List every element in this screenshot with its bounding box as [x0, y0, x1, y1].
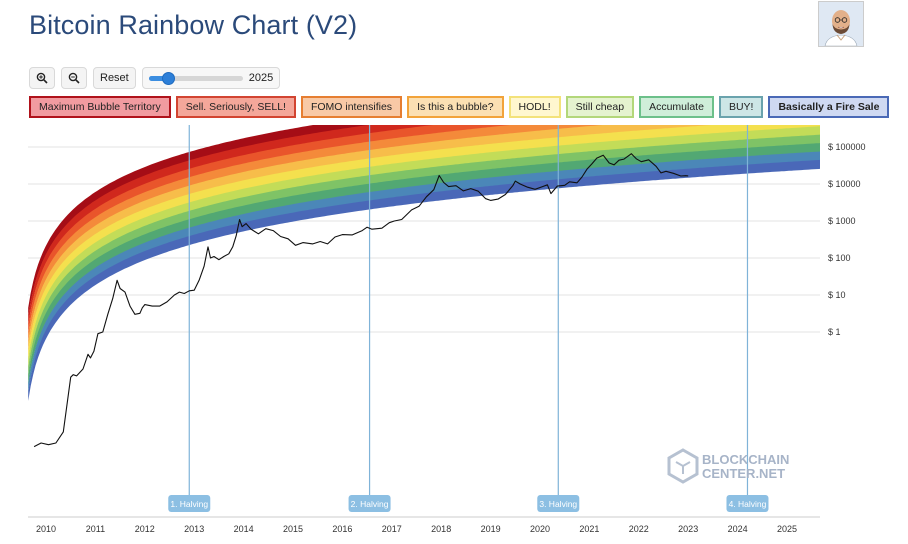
y-tick-label: $ 1000 — [828, 216, 856, 226]
x-tick-label: 2020 — [530, 524, 550, 534]
x-tick-label: 2019 — [481, 524, 501, 534]
x-tick-label: 2013 — [184, 524, 204, 534]
page-title: Bitcoin Rainbow Chart (V2) — [29, 10, 358, 40]
x-tick-label: 2024 — [728, 524, 748, 534]
legend-item[interactable]: Is this a bubble? — [407, 96, 504, 118]
x-tick-label: 2022 — [629, 524, 649, 534]
price-line — [33, 153, 689, 448]
chart-controls: Reset 2025 — [29, 66, 281, 90]
halving-label: 3. Halving — [539, 499, 577, 509]
zoom-out-icon — [68, 72, 80, 84]
zoom-out-button[interactable] — [61, 67, 87, 89]
legend-item[interactable]: Sell. Seriously, SELL! — [175, 96, 296, 118]
zoom-in-icon — [36, 72, 48, 84]
x-tick-label: 2021 — [579, 524, 599, 534]
legend-item[interactable]: Still cheap — [565, 96, 635, 118]
x-tick-label: 2016 — [332, 524, 352, 534]
legend-item[interactable]: Basically a Fire Sale — [768, 96, 890, 118]
year-slider[interactable]: 2025 — [141, 67, 281, 89]
reset-button[interactable]: Reset — [93, 67, 136, 89]
rainbow-bands — [28, 125, 820, 401]
halving-label: 4. Halving — [729, 499, 767, 509]
y-tick-label: $ 10 — [828, 290, 846, 300]
x-tick-label: 2010 — [36, 524, 56, 534]
avatar[interactable] — [818, 1, 864, 47]
legend-item[interactable]: HODL! — [508, 96, 561, 118]
x-tick-label: 2025 — [777, 524, 797, 534]
halving-badge[interactable] — [168, 495, 211, 512]
legend-item[interactable]: Accumulate — [639, 96, 714, 118]
x-tick-label: 2017 — [382, 524, 402, 534]
y-tick-label: $ 100 — [828, 253, 851, 263]
watermark-text: BLOCKCHAIN — [702, 452, 789, 467]
watermark-text: CENTER.NET — [702, 466, 785, 481]
year-slider-handle[interactable] — [161, 71, 175, 85]
year-slider-fill — [148, 75, 168, 81]
y-tick-label: $ 1 — [828, 327, 841, 337]
watermark-logo — [667, 448, 699, 484]
x-tick-label: 2018 — [431, 524, 451, 534]
halving-label: 2. Halving — [351, 499, 389, 509]
legend-item[interactable]: BUY! — [718, 96, 764, 118]
avatar-portrait-icon — [819, 2, 863, 46]
x-tick-label: 2015 — [283, 524, 303, 534]
halving-label: 1. Halving — [170, 499, 208, 509]
zoom-in-button[interactable] — [29, 67, 55, 89]
legend-item[interactable]: FOMO intensifies — [300, 96, 403, 118]
y-tick-label: $ 10000 — [828, 179, 861, 189]
halving-badge[interactable] — [537, 495, 580, 512]
x-tick-label: 2012 — [135, 524, 155, 534]
x-tick-label: 2011 — [86, 524, 105, 534]
year-slider-value: 2025 — [248, 72, 274, 84]
year-slider-track[interactable] — [148, 71, 243, 85]
x-tick-label: 2014 — [234, 524, 254, 534]
legend-item[interactable]: Maximum Bubble Territory — [29, 96, 171, 118]
legend: Maximum Bubble Territory Sell. Seriously,… — [29, 96, 890, 118]
y-tick-label: $ 100000 — [828, 142, 866, 152]
x-tick-label: 2023 — [678, 524, 698, 534]
halving-badge[interactable] — [348, 495, 391, 512]
halving-badge[interactable] — [726, 495, 769, 512]
